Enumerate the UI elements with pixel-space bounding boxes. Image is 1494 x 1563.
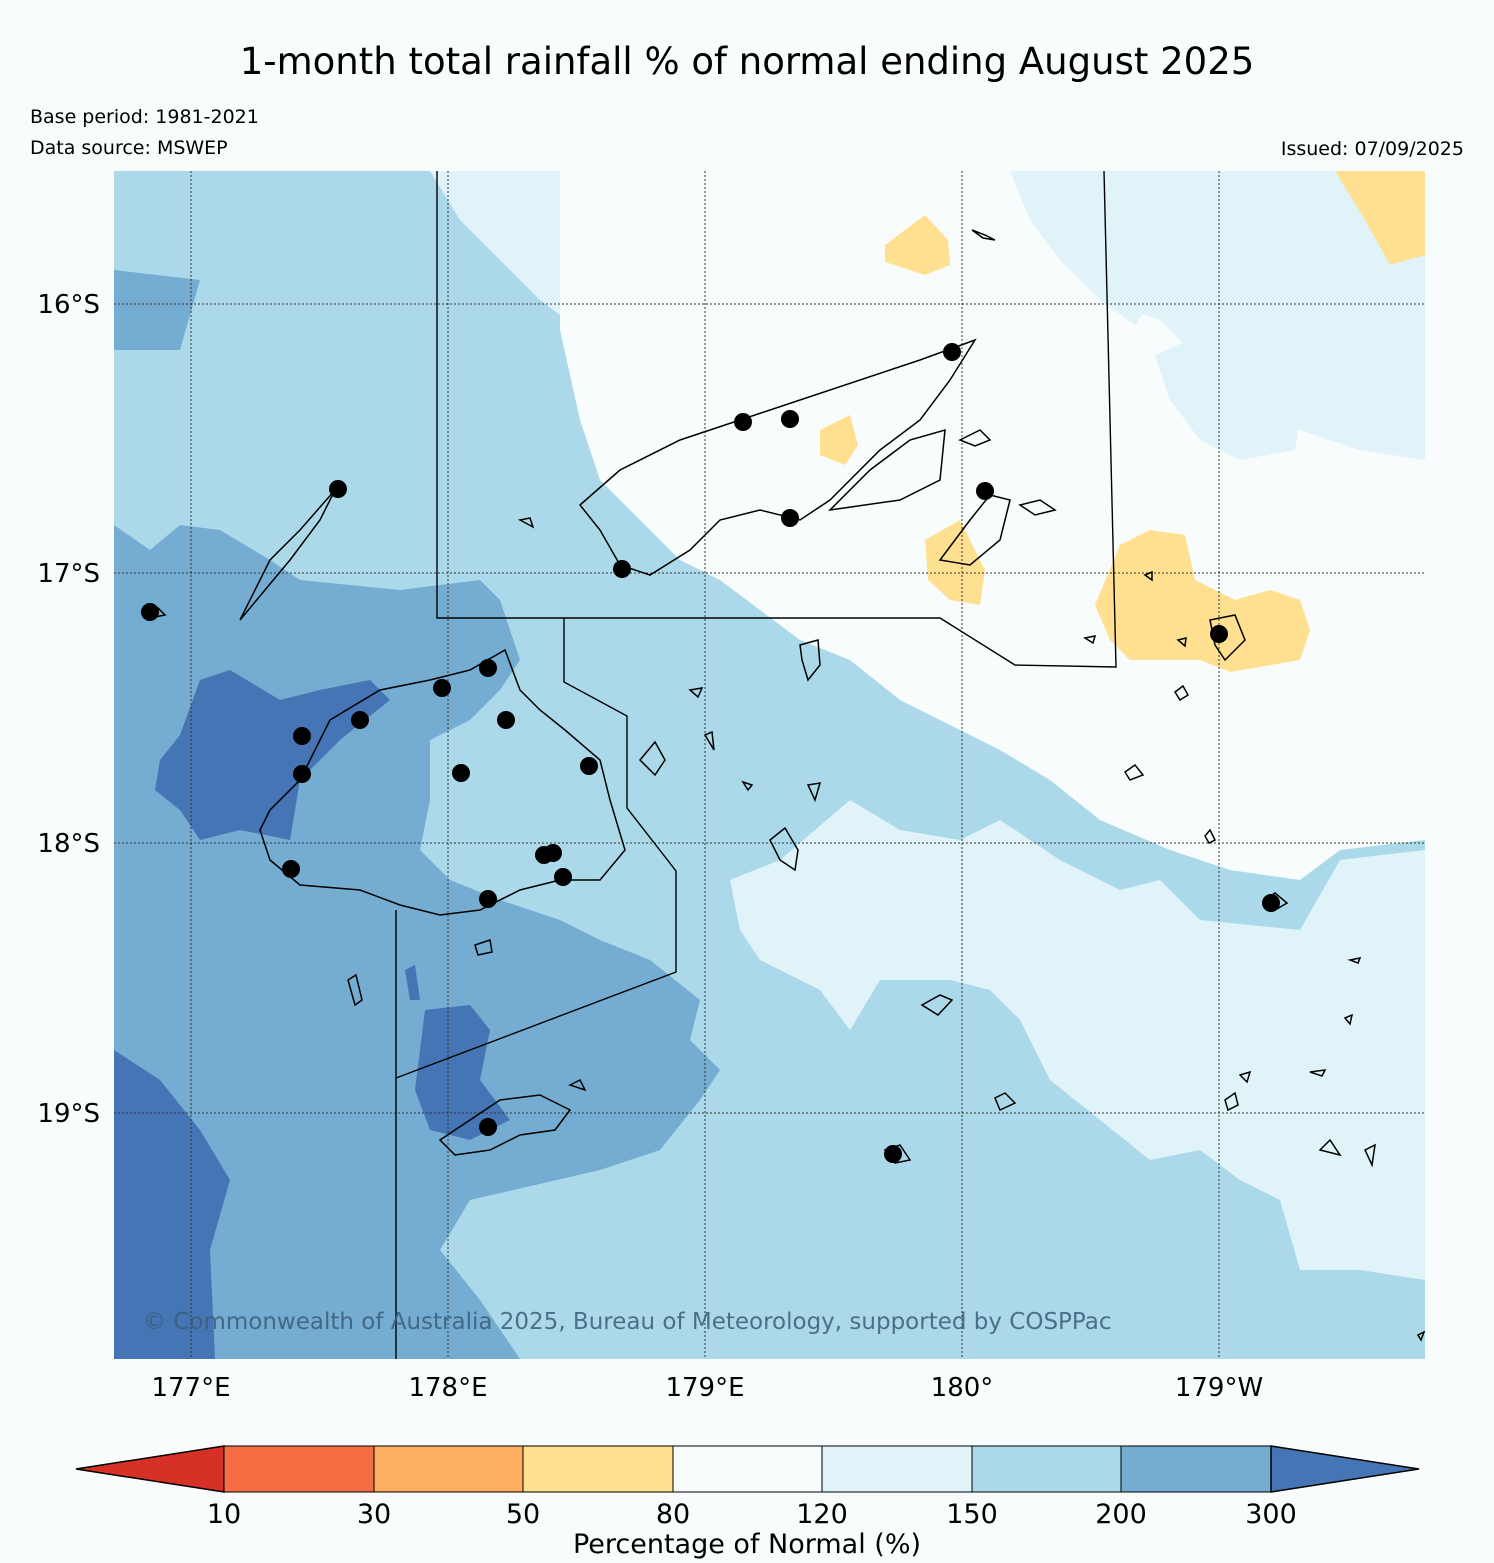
station-marker (293, 765, 311, 783)
station-marker (329, 480, 347, 498)
station-marker (351, 711, 369, 729)
station-marker (293, 727, 311, 745)
station-marker (613, 560, 631, 578)
copyright-text: © Commonwealth of Australia 2025, Bureau… (143, 1309, 1112, 1335)
colorbar-extend-high (1270, 1445, 1420, 1493)
lon-labels: 177°E 178°E 179°E 180° 179°W (151, 1373, 1263, 1403)
colorbar-segment (971, 1445, 1122, 1493)
station-marker (479, 890, 497, 908)
natewa-bay-outline (827, 428, 946, 512)
colorbar-tick: 200 (1095, 1499, 1147, 1530)
lon-label: 179°E (665, 1373, 744, 1403)
colorbar-segment (223, 1445, 375, 1493)
station-marker (580, 757, 598, 775)
contour-50-80 (885, 215, 950, 275)
data-source: Data source: MSWEP (30, 137, 228, 159)
colorbar-tick: 80 (656, 1499, 690, 1530)
colorbar-segment (672, 1445, 823, 1493)
map-title: 1-month total rainfall % of normal endin… (239, 40, 1255, 83)
colorbar-tick: 50 (506, 1499, 540, 1530)
station-marker (479, 659, 497, 677)
station-markers (141, 343, 1280, 1163)
colorbar-segment (373, 1445, 524, 1493)
gridlines (114, 171, 1425, 1359)
contour-50-80 (1095, 530, 1310, 672)
lon-label: 179°W (1175, 1373, 1263, 1403)
lat-label: 19°S (37, 1099, 100, 1129)
kadavu-outline (438, 1094, 572, 1156)
colorbar-segment (522, 1445, 674, 1493)
station-marker (452, 764, 470, 782)
station-marker (479, 1118, 497, 1136)
lat-label: 16°S (37, 290, 100, 320)
station-marker (433, 679, 451, 697)
station-marker (1262, 894, 1280, 912)
taveuni-outline (938, 494, 1011, 566)
station-marker (141, 603, 159, 621)
coastlines (140, 229, 1426, 1342)
colorbar-tick: 300 (1245, 1499, 1297, 1530)
contour-300plus (405, 965, 420, 1000)
colorbar-tick: 10 (207, 1499, 241, 1530)
contour-300plus (155, 670, 390, 840)
contour-50-80 (820, 415, 858, 465)
viti-levu-outline (259, 648, 626, 916)
station-marker (734, 413, 752, 431)
colorbar-segment (1120, 1445, 1272, 1493)
colorbar-tick: 120 (796, 1499, 848, 1530)
station-marker (781, 509, 799, 527)
station-marker (282, 860, 300, 878)
colorbar-title: Percentage of Normal (%) (573, 1529, 921, 1560)
station-marker (1210, 625, 1228, 643)
issued-date: Issued: 07/09/2025 (1280, 138, 1464, 160)
station-marker (943, 343, 961, 361)
colorbar-tick: 150 (946, 1499, 998, 1530)
station-marker (884, 1145, 902, 1163)
lat-label: 17°S (37, 559, 100, 589)
station-marker (781, 410, 799, 428)
contour-300plus (415, 1005, 510, 1140)
lon-label: 177°E (151, 1373, 230, 1403)
contour-300plus (114, 1050, 230, 1359)
contour-50-80 (1335, 171, 1425, 265)
station-marker (544, 844, 562, 862)
base-period: Base period: 1981-2021 (30, 106, 259, 128)
station-marker (554, 868, 572, 886)
lon-label: 178°E (408, 1373, 487, 1403)
colorbar-extend-low (75, 1445, 225, 1493)
contour-80-120 (560, 171, 1425, 880)
contour-layer (114, 171, 1425, 1359)
vanua-levu-outline (578, 338, 977, 576)
lat-label: 18°S (37, 829, 100, 859)
lon-label: 180° (931, 1373, 994, 1403)
colorbar-segment (821, 1445, 973, 1493)
station-marker (497, 711, 515, 729)
division-boundaries (395, 170, 1117, 1359)
station-marker (976, 482, 994, 500)
contour-120-150-patch (1100, 240, 1170, 325)
contour-120-150-patch (1155, 335, 1300, 460)
colorbar-tick: 30 (357, 1499, 391, 1530)
colorbar: 10 30 50 80 120 150 200 300 Percentage o… (75, 1445, 1420, 1560)
lat-labels: 16°S 17°S 18°S 19°S (37, 290, 100, 1129)
